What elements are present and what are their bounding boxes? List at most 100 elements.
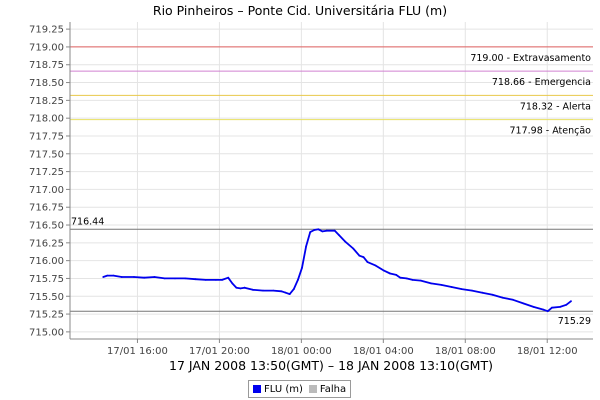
data-point bbox=[565, 303, 568, 306]
x-tick-label: 18/01 12:00 bbox=[517, 346, 578, 357]
data-point bbox=[215, 279, 217, 281]
data-point bbox=[366, 261, 369, 263]
series-line-flu bbox=[102, 228, 572, 313]
x-tick-label: 17/01 20:00 bbox=[189, 346, 250, 357]
data-point bbox=[399, 276, 402, 279]
data-point bbox=[358, 254, 361, 257]
x-tick-label: 18/01 00:00 bbox=[271, 346, 332, 357]
data-point bbox=[280, 290, 283, 293]
legend-swatch-falha bbox=[308, 385, 317, 393]
y-tick-label: 717.50 bbox=[29, 149, 64, 160]
data-point bbox=[460, 288, 463, 290]
data-point bbox=[239, 287, 242, 290]
data-point bbox=[231, 282, 234, 285]
data-point bbox=[106, 274, 109, 277]
x-tick-label: 17/01 16:00 bbox=[107, 346, 168, 357]
y-tick-label: 717.75 bbox=[29, 131, 64, 142]
data-point bbox=[471, 289, 473, 292]
data-point bbox=[522, 302, 525, 305]
data-point bbox=[374, 264, 377, 267]
data-point bbox=[305, 245, 307, 248]
data-point bbox=[338, 234, 340, 236]
y-tick-label: 717.25 bbox=[29, 167, 64, 178]
data-point bbox=[430, 282, 432, 285]
data-point bbox=[301, 266, 303, 269]
data-point bbox=[383, 269, 385, 272]
x-axis-title: 17 JAN 2008 13:50(GMT) – 18 JAN 2008 13:… bbox=[169, 358, 493, 373]
threshold-label: 717.98 - Atenção bbox=[510, 126, 592, 137]
data-point bbox=[251, 288, 254, 291]
y-tick-label: 718.50 bbox=[29, 78, 64, 89]
data-point bbox=[559, 306, 561, 308]
legend-label-flu: FLU (m) bbox=[264, 383, 303, 395]
data-point bbox=[352, 247, 355, 250]
threshold-label: 718.32 - Alerta bbox=[520, 101, 591, 112]
data-point bbox=[235, 286, 238, 289]
y-tick-label: 716.75 bbox=[29, 203, 64, 214]
data-point bbox=[481, 291, 484, 294]
x-tick-label: 18/01 08:00 bbox=[435, 346, 496, 357]
data-point bbox=[546, 310, 549, 313]
y-tick-label: 717.00 bbox=[29, 185, 64, 196]
data-point bbox=[204, 279, 207, 281]
data-point bbox=[227, 276, 230, 279]
legend-item-flu: FLU (m) bbox=[253, 384, 303, 395]
legend-swatch-flu bbox=[253, 385, 261, 393]
data-point bbox=[405, 277, 408, 280]
data-point bbox=[120, 276, 123, 278]
y-tick-label: 715.75 bbox=[29, 274, 64, 285]
data-point bbox=[317, 228, 320, 231]
y-tick-label: 716.25 bbox=[29, 238, 64, 249]
data-point bbox=[272, 289, 275, 292]
data-point bbox=[221, 279, 224, 281]
data-point bbox=[551, 306, 553, 309]
data-point bbox=[102, 276, 105, 278]
y-tick-label: 719.25 bbox=[29, 25, 64, 36]
data-point bbox=[419, 279, 422, 282]
y-tick-label: 718.75 bbox=[29, 60, 64, 71]
data-point bbox=[542, 308, 545, 311]
data-point bbox=[243, 286, 246, 289]
y-tick-label: 716.00 bbox=[29, 256, 64, 267]
data-point bbox=[174, 277, 176, 280]
y-tick-label: 718.25 bbox=[29, 96, 64, 107]
data-point bbox=[143, 276, 146, 279]
y-tick-label: 715.00 bbox=[29, 327, 64, 338]
data-point bbox=[411, 279, 414, 281]
data-point bbox=[532, 306, 535, 308]
min-reference-label: 715.29 bbox=[558, 316, 591, 327]
data-point bbox=[309, 231, 312, 234]
data-point bbox=[292, 288, 295, 290]
plot-area bbox=[70, 22, 593, 339]
data-point bbox=[570, 300, 572, 303]
y-tick-label: 715.25 bbox=[29, 310, 64, 321]
threshold-label: 718.66 - Emergencia bbox=[492, 77, 591, 88]
data-point bbox=[112, 274, 115, 277]
data-point bbox=[389, 272, 391, 275]
y-tick-label: 715.50 bbox=[29, 292, 64, 303]
y-tick-label: 719.00 bbox=[29, 42, 64, 53]
data-point bbox=[297, 279, 299, 281]
data-point bbox=[333, 229, 336, 232]
x-tick-label: 18/01 04:00 bbox=[353, 346, 414, 357]
data-point bbox=[184, 277, 187, 280]
data-point bbox=[163, 277, 166, 280]
data-point bbox=[325, 229, 328, 232]
data-point bbox=[501, 296, 504, 299]
data-point bbox=[450, 286, 453, 288]
data-point bbox=[321, 230, 324, 233]
threshold-label: 719.00 - Extravasamento bbox=[470, 53, 591, 64]
data-point bbox=[288, 293, 291, 295]
legend-label-falha: Falha bbox=[319, 383, 347, 395]
chart-title: Rio Pinheiros – Ponte Cid. Universitária… bbox=[153, 3, 447, 18]
y-tick-label: 716.50 bbox=[29, 221, 64, 232]
data-point bbox=[262, 289, 264, 292]
y-tick-label: 718.00 bbox=[29, 114, 64, 125]
data-point bbox=[194, 278, 197, 281]
data-point bbox=[362, 256, 365, 258]
data-point bbox=[153, 276, 156, 278]
data-point bbox=[344, 240, 346, 243]
max-reference-label: 716.44 bbox=[71, 216, 104, 227]
data-point bbox=[491, 293, 494, 296]
data-point bbox=[395, 274, 398, 276]
